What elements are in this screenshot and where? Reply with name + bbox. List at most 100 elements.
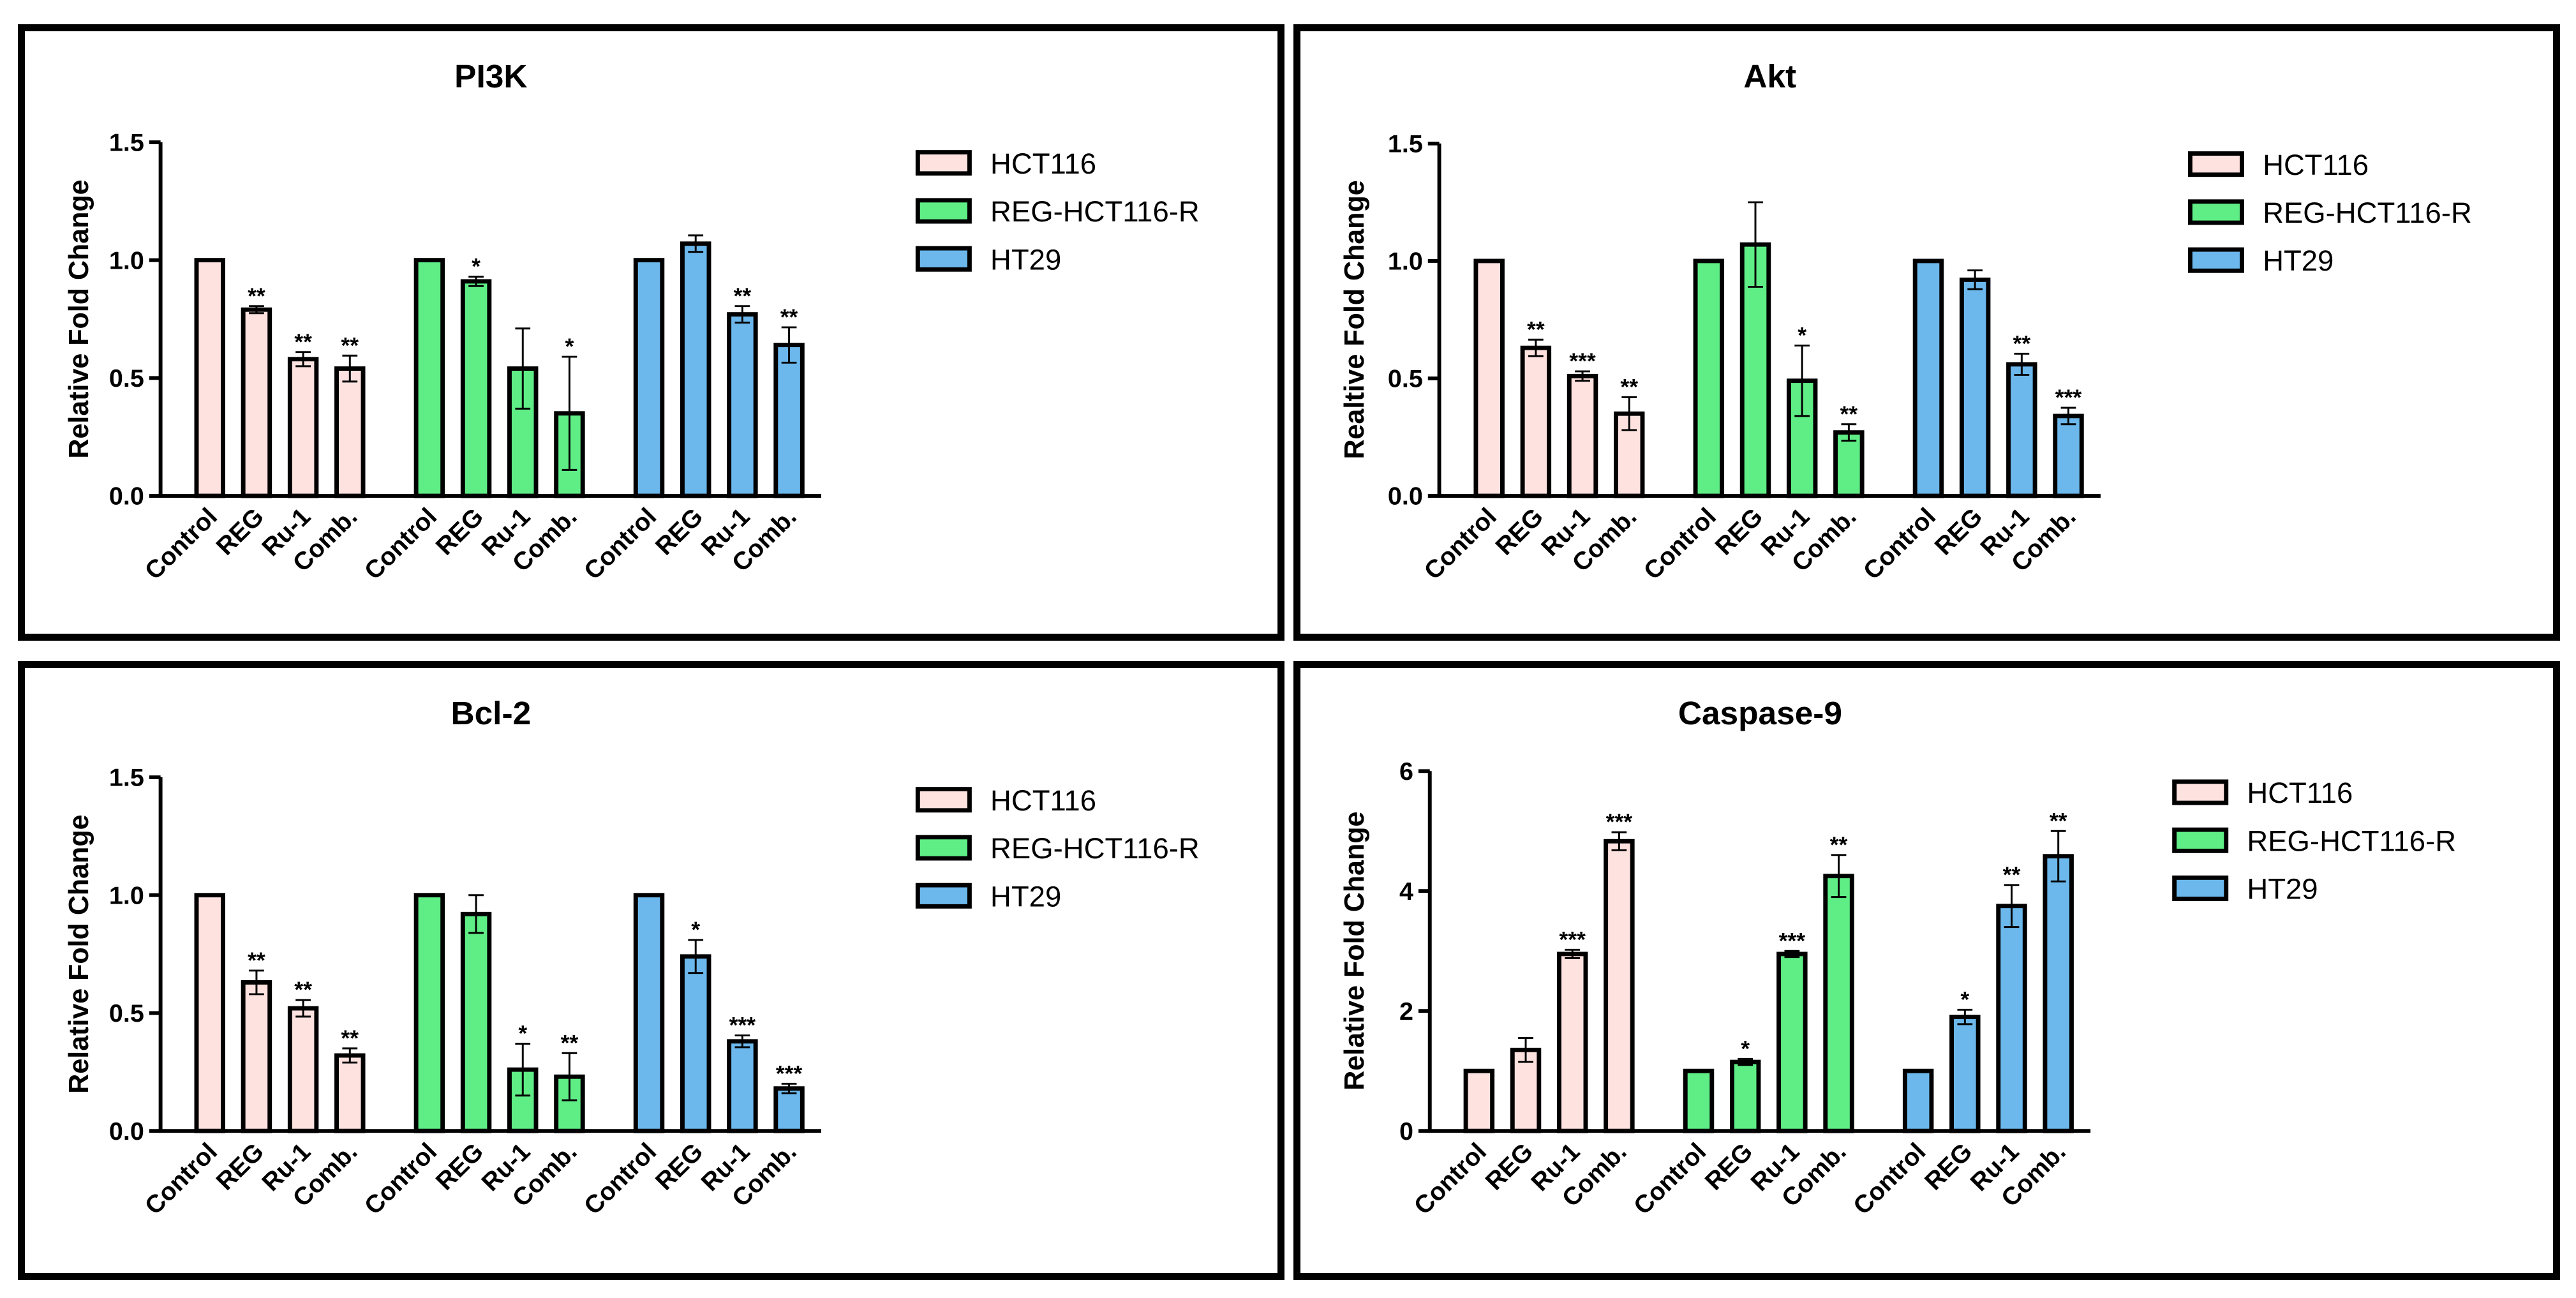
- legend-label: HT29: [990, 244, 1061, 276]
- significance-label: **: [294, 330, 312, 355]
- chart-panel-bcl2: Bcl-2 Relative Fold Change 0.0 0.5 1.0 1.5 Con…: [18, 661, 1284, 1280]
- x-category-label: REG: [430, 503, 489, 561]
- significance-label: *: [565, 334, 574, 359]
- chart-title: Bcl-2: [450, 695, 531, 731]
- y-tick-label: 0.0: [109, 482, 144, 511]
- x-category-label: Control: [579, 503, 662, 585]
- y-tick-label: 0.5: [1388, 365, 1423, 393]
- y-tick-label: 0.0: [1388, 482, 1423, 511]
- bar-ht29-1: [1949, 1015, 1981, 1133]
- bar-ht29-0: [633, 258, 665, 498]
- x-category-label: REG: [211, 1138, 269, 1196]
- bar-hct116-2: [1556, 951, 1588, 1133]
- chart-svg-pi3k: PI3K Relative Fold Change 0.0 0.5 1.0 1.5 Cont…: [64, 58, 1200, 585]
- bar-hct116-2: [287, 1006, 319, 1133]
- bar-reg-hct116-r-3: [1833, 430, 1865, 498]
- bar-reg-hct116-r-1: [460, 911, 492, 1133]
- bar-ht29-0: [1912, 258, 1944, 498]
- bar-ht29-0: [633, 893, 665, 1133]
- y-tick-label: 0.0: [109, 1117, 144, 1145]
- bar-reg-hct116-r-0: [413, 893, 445, 1133]
- legend-label: REG-HCT116-R: [2247, 825, 2456, 858]
- legend-swatch-reg-hct116-r: [2187, 199, 2244, 225]
- significance-label: *: [518, 1022, 527, 1047]
- significance-label: **: [341, 1026, 359, 1051]
- legend-label: REG-HCT116-R: [990, 832, 1200, 865]
- y-axis-label: Relative Fold Change: [64, 179, 94, 458]
- significance-label: *: [1741, 1037, 1750, 1062]
- bar-hct116-0: [194, 893, 225, 1133]
- x-category-label: REG: [1709, 503, 1768, 561]
- x-category-label: Control: [1418, 503, 1502, 585]
- significance-label: ***: [2055, 385, 2082, 410]
- legend-label: REG-HCT116-R: [2263, 197, 2472, 229]
- bar-hct116-3: [334, 366, 366, 498]
- x-category-label: REG: [430, 1138, 489, 1196]
- x-category-label: Control: [1638, 503, 1722, 585]
- x-category-label: Control: [139, 1138, 223, 1220]
- x-category-label: Control: [579, 1138, 662, 1220]
- legend-swatch-hct116: [2187, 151, 2244, 177]
- significance-label: **: [248, 948, 265, 973]
- x-category-label: REG: [1919, 1138, 1978, 1196]
- bar-ht29-0: [1902, 1068, 1934, 1133]
- x-category-label: Control: [1848, 1138, 1932, 1220]
- legend-swatch-reg-hct116-r: [915, 835, 972, 861]
- y-axis-label: Relative Fold Change: [64, 815, 94, 1094]
- significance-label: **: [780, 305, 798, 330]
- significance-label: ***: [1606, 810, 1633, 835]
- significance-label: ***: [776, 1062, 803, 1087]
- x-category-label: REG: [1929, 503, 1988, 561]
- chart-svg-bcl2: Bcl-2 Relative Fold Change 0.0 0.5 1.0 1.5 Con…: [64, 695, 1200, 1220]
- y-axis-label: Relative Fold Change: [1339, 812, 1370, 1091]
- legend-label: HT29: [2247, 873, 2318, 906]
- x-category-label: Control: [359, 1138, 442, 1220]
- significance-label: ***: [729, 1013, 756, 1038]
- chart-panel-akt: Akt Realtive Fold Change 0.0 0.5 1.0 1.5 Contr…: [1293, 24, 2560, 641]
- bar-reg-hct116-r-0: [413, 258, 445, 498]
- significance-label: **: [2003, 863, 2021, 888]
- legend-swatch-hct116: [2172, 779, 2229, 805]
- legend-swatch-ht29: [915, 246, 972, 272]
- chart-svg-akt: Akt Realtive Fold Change 0.0 0.5 1.0 1.5 Contr…: [1339, 58, 2472, 585]
- bar-reg-hct116-r-1: [460, 279, 492, 498]
- chart-svg-caspase9: Caspase-9 Relative Fold Change 0 2 4 6 Control…: [1339, 695, 2456, 1220]
- bar-ht29-1: [680, 954, 711, 1133]
- significance-label: **: [248, 284, 265, 309]
- y-tick-label: 1.5: [109, 764, 144, 792]
- significance-label: **: [1527, 318, 1545, 343]
- bar-hct116-0: [1463, 1068, 1495, 1133]
- y-tick-label: 1.0: [109, 882, 144, 910]
- x-category-label: REG: [650, 503, 709, 561]
- bar-ht29-3: [773, 343, 805, 498]
- x-category-label: REG: [211, 503, 269, 561]
- y-tick-label: 1.5: [1388, 130, 1423, 158]
- bar-hct116-0: [194, 258, 225, 498]
- bar-ht29-2: [727, 1039, 758, 1133]
- x-category-label: REG: [1490, 503, 1549, 561]
- legend-swatch-ht29: [915, 883, 972, 909]
- legend-swatch-hct116: [915, 150, 972, 176]
- bar-hct116-1: [241, 980, 272, 1133]
- x-category-label: Control: [1408, 1138, 1492, 1220]
- chart-title: Caspase-9: [1678, 695, 1842, 731]
- legend-label: HT29: [990, 881, 1061, 913]
- significance-label: *: [1960, 988, 1969, 1013]
- y-tick-label: 1.5: [109, 129, 144, 157]
- significance-label: **: [561, 1031, 579, 1056]
- significance-label: **: [1840, 402, 1858, 427]
- significance-label: **: [1830, 833, 1848, 858]
- chart-title: PI3K: [454, 58, 527, 94]
- significance-label: **: [2013, 332, 2030, 357]
- significance-label: *: [472, 255, 480, 280]
- x-category-label: REG: [1480, 1138, 1538, 1196]
- y-tick-label: 6: [1399, 757, 1413, 786]
- x-category-label: REG: [1700, 1138, 1759, 1196]
- bar-hct116-3: [1604, 839, 1635, 1133]
- y-axis-label: Realtive Fold Change: [1339, 180, 1370, 459]
- y-tick-label: 2: [1399, 997, 1413, 1026]
- y-tick-label: 0: [1399, 1117, 1413, 1145]
- x-category-label: Control: [1628, 1138, 1712, 1220]
- significance-label: **: [1620, 375, 1638, 400]
- bar-hct116-1: [1510, 1047, 1542, 1133]
